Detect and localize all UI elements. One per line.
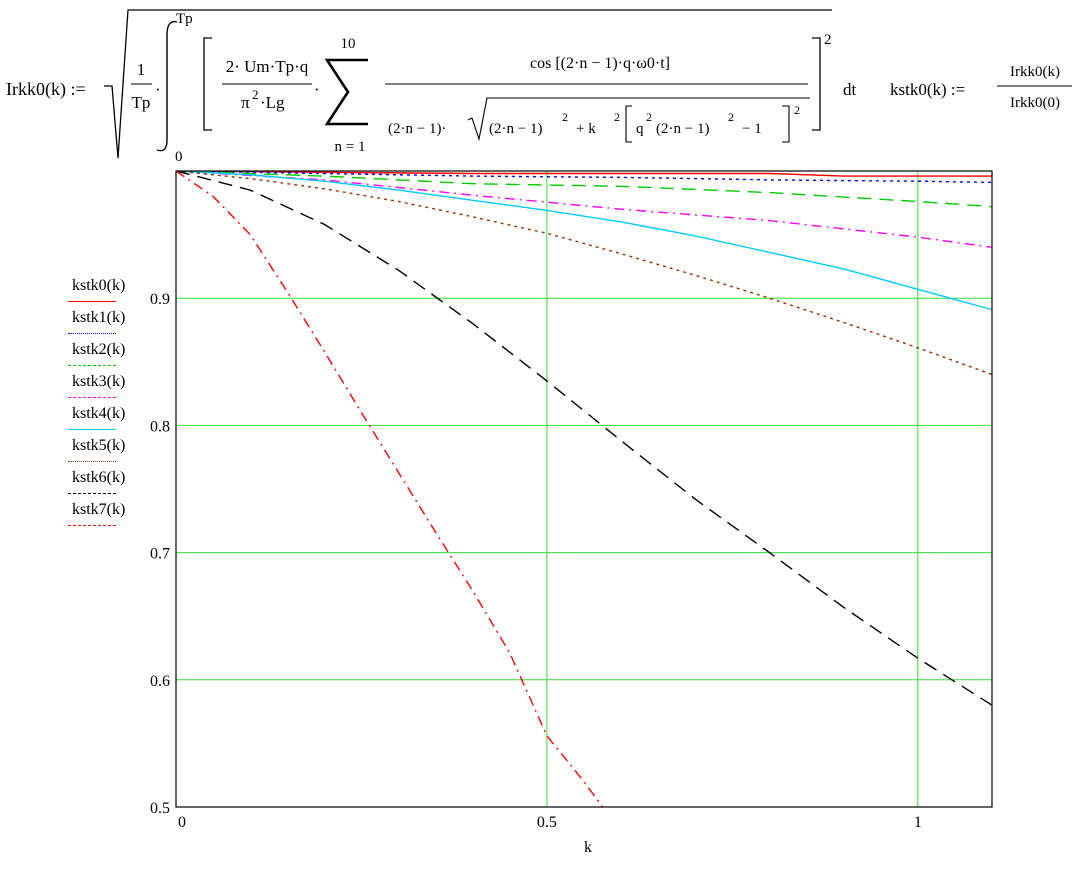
y-tick-label: 0.5 (150, 800, 170, 817)
den-bracket-right (782, 105, 790, 143)
series-layer (176, 171, 992, 807)
series-line-5 (176, 171, 992, 376)
x-tick-label: 0.5 (537, 814, 557, 831)
den-bracket-left (625, 105, 632, 143)
series-line-3 (176, 171, 992, 248)
legend-swatch (68, 429, 116, 430)
den-exp-2e: 2 (794, 103, 800, 117)
den-part1: (2·n − 1)· (388, 121, 446, 137)
legend-label: kstk3(k) (72, 373, 126, 390)
sum-upper: 10 (341, 36, 356, 52)
sum-lower: n = 1 (335, 139, 366, 155)
chart: 0 0.5 1 0.5 0.6 0.7 0.8 0.9 k (150, 170, 993, 856)
y-tick-label: 0.8 (150, 418, 170, 435)
grid (176, 171, 992, 807)
series-line-2 (176, 171, 992, 208)
legend-label: kstk6(k) (72, 469, 126, 486)
formula: Irkk0(k) := 1 Tp · Tp 0 2· Um·Tp·q π 2 ·… (6, 9, 1072, 165)
outer-exponent: 2 (824, 32, 832, 48)
integral-sign (156, 20, 178, 152)
dot-op: · (155, 80, 161, 99)
den-exp-2c: 2 (646, 110, 652, 124)
y-tick-label: 0.7 (150, 546, 170, 563)
legend-label: kstk1(k) (72, 309, 126, 326)
coef-num: 2· Um·Tp·q (226, 57, 309, 76)
den-rad-a: (2·n − 1) (489, 121, 542, 137)
legend-label: kstk5(k) (72, 437, 126, 454)
legend-swatch (68, 493, 116, 494)
formula-lhs: Irkk0(k) := (6, 79, 86, 100)
coef-den-rest: ·Lg (260, 93, 285, 112)
kstk-num: Irkk0(k) (1010, 64, 1060, 80)
series-line-6 (176, 171, 992, 706)
den-q: q (636, 121, 644, 137)
legend-swatch (68, 397, 116, 398)
den-inner: (2·n − 1) (656, 121, 709, 137)
x-tick-label: 0 (178, 814, 186, 831)
x-tick-label: 1 (914, 814, 922, 831)
den-exp-2b: 2 (614, 110, 620, 124)
int-lower: 0 (175, 149, 183, 165)
sum-sign (324, 58, 368, 126)
inner-radical (467, 97, 810, 142)
tick-labels: 0 0.5 1 0.5 0.6 0.7 0.8 0.9 (150, 291, 922, 831)
legend-swatch (68, 461, 116, 462)
bracket-right (812, 37, 821, 131)
y-tick-label: 0.9 (150, 291, 170, 308)
dt: dt (843, 80, 857, 99)
frac1-num: 1 (137, 60, 146, 79)
kstk-den: Irkk0(0) (1010, 95, 1060, 111)
legend-swatch (68, 301, 116, 302)
x-axis-label: k (584, 839, 592, 856)
den-exp-2d: 2 (728, 110, 734, 124)
y-tick-label: 0.6 (150, 673, 170, 690)
legend-swatch (68, 525, 116, 526)
legend-swatch (68, 365, 116, 366)
outer-radical (104, 9, 832, 159)
legend-label: kstk7(k) (72, 501, 126, 518)
coef-den-pi-exp: 2 (252, 87, 259, 102)
main-numerator: cos [(2·n − 1)·q·ω0·t] (530, 55, 670, 72)
legend-label: kstk0(k) (72, 277, 126, 294)
den-plus-k: + k (576, 121, 596, 137)
bracket-left (203, 37, 212, 131)
plot-frame (175, 170, 993, 808)
legend-label: kstk4(k) (72, 405, 126, 422)
den-exp-2a: 2 (562, 110, 568, 124)
coef-den-pi: π (241, 93, 250, 112)
int-upper: Tp (176, 11, 193, 27)
legend-swatch (68, 333, 116, 334)
frac1-den: Tp (132, 93, 151, 112)
kstk-lhs: kstk0(k) := (890, 80, 965, 99)
series-line-0 (176, 171, 992, 177)
dot-op-2: · (314, 80, 320, 99)
series-line-4 (176, 171, 992, 311)
legend-label: kstk2(k) (72, 341, 126, 358)
den-minus-1: − 1 (742, 121, 762, 137)
series-line-7 (176, 171, 604, 807)
